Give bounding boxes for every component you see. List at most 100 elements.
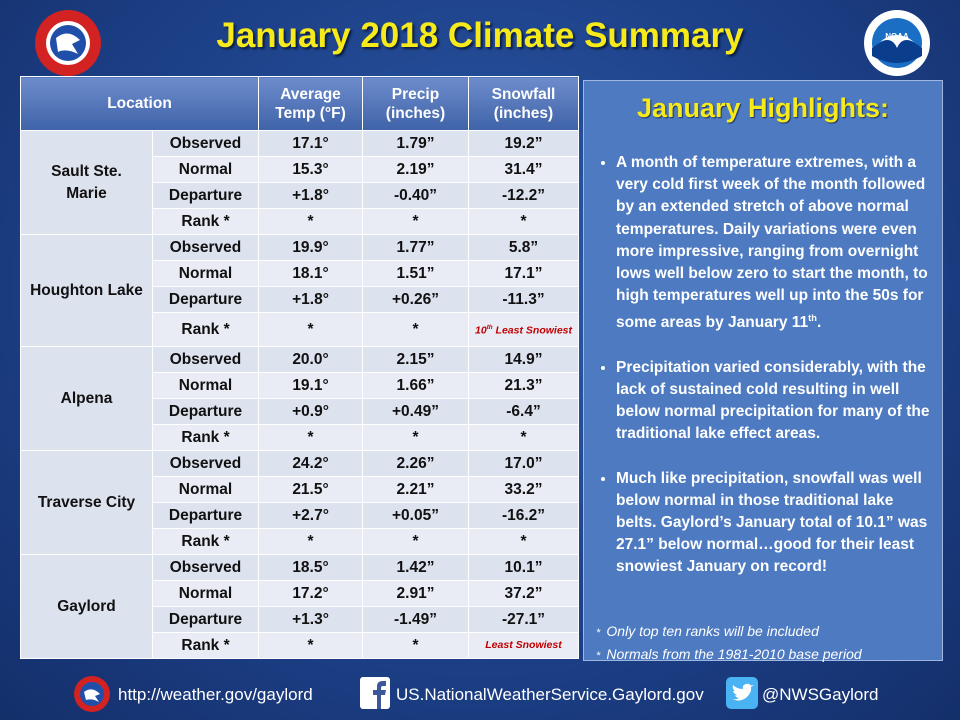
row-label: Rank * xyxy=(152,208,259,235)
footer: http://weather.gov/gaylord US.NationalWe… xyxy=(0,676,960,712)
cell: +1.3° xyxy=(258,606,363,633)
cell: 1.42” xyxy=(362,554,469,581)
cell: -1.49” xyxy=(362,606,469,633)
cell: 10.1” xyxy=(468,554,579,581)
cell: * xyxy=(362,528,469,555)
cell: 21.3” xyxy=(468,372,579,399)
row-label: Departure xyxy=(152,398,259,425)
bullet: A month of temperature extremes, with a … xyxy=(616,152,932,335)
cell: 14.9” xyxy=(468,346,579,373)
row: Normal 18.1° 1.51” 17.1” xyxy=(21,260,579,287)
cell: 17.1° xyxy=(258,130,363,157)
row: Departure +1.3° -1.49” -27.1” xyxy=(21,606,579,633)
note-text: Only top ten ranks will be included xyxy=(606,623,819,639)
row-label: Departure xyxy=(152,286,259,313)
cell: * xyxy=(468,528,579,555)
row: Normal 19.1° 1.66” 21.3” xyxy=(21,372,579,399)
row-label: Rank * xyxy=(152,424,259,451)
cell: * xyxy=(362,208,469,235)
cell: 1.77” xyxy=(362,234,469,261)
row-label: Normal xyxy=(152,372,259,399)
cell: * xyxy=(258,528,363,555)
cell: 1.66” xyxy=(362,372,469,399)
row-label: Departure xyxy=(152,182,259,209)
cell: 37.2” xyxy=(468,580,579,607)
row: Normal 15.3° 2.19” 31.4” xyxy=(21,156,579,183)
cell: -12.2” xyxy=(468,182,579,209)
row-label: Normal xyxy=(152,580,259,607)
bullet: Precipitation varied considerably, with … xyxy=(616,357,932,446)
cell: +0.26” xyxy=(362,286,469,313)
row-label: Observed xyxy=(152,234,259,261)
cell: * xyxy=(362,632,469,659)
row-label: Observed xyxy=(152,130,259,157)
superscript: th xyxy=(486,324,493,332)
cell: 20.0° xyxy=(258,346,363,373)
cell: 2.21” xyxy=(362,476,469,503)
cell: 15.3° xyxy=(258,156,363,183)
cell: -11.3” xyxy=(468,286,579,313)
twitter-link[interactable]: @NWSGaylord xyxy=(762,685,879,704)
cell: * xyxy=(258,424,363,451)
cell: 5.8” xyxy=(468,234,579,261)
text: Least Snowiest xyxy=(492,324,572,337)
cell: -6.4” xyxy=(468,398,579,425)
column-header: Average Temp (°F) xyxy=(258,76,363,131)
row-label: Observed xyxy=(152,346,259,373)
row: Rank * * * * xyxy=(21,208,579,235)
location: Alpena xyxy=(20,346,153,451)
note-text: Normals from the 1981-2010 base period xyxy=(606,646,862,662)
column-header: Snowfall (inches) xyxy=(468,76,579,131)
cell: -0.40” xyxy=(362,182,469,209)
cell: +1.8° xyxy=(258,182,363,209)
cell: * xyxy=(468,424,579,451)
cell: 17.2° xyxy=(258,580,363,607)
location: Traverse City xyxy=(20,450,153,555)
cell: 21.5° xyxy=(258,476,363,503)
row: Traverse City Observed 24.2° 2.26” 17.0” xyxy=(20,450,579,555)
cell: 31.4” xyxy=(468,156,579,183)
row-label: Rank * xyxy=(152,528,259,555)
column-header: Location xyxy=(20,76,259,131)
row-label: Rank * xyxy=(152,632,259,659)
row-label: Observed xyxy=(152,554,259,581)
cell: 18.5° xyxy=(258,554,363,581)
cell: * xyxy=(258,208,363,235)
text: A month of temperature extremes, with a … xyxy=(616,154,928,332)
row: Rank * * * Least Snowiest xyxy=(21,632,579,659)
cell: 33.2” xyxy=(468,476,579,503)
note: * Normals from the 1981-2010 base period xyxy=(596,646,862,662)
superscript: th xyxy=(808,313,817,324)
noaa-text: NOAA xyxy=(885,32,909,41)
cell: 18.1° xyxy=(258,260,363,287)
note: * Only top ten ranks will be included xyxy=(596,623,819,639)
highlights-panel: January Highlights: A month of temperatu… xyxy=(583,80,943,662)
cell: Least Snowiest xyxy=(468,632,579,659)
cell: +2.7° xyxy=(258,502,363,529)
row: Departure +1.8° +0.26” -11.3” xyxy=(21,286,579,313)
row: Normal 21.5° 2.21” 33.2” xyxy=(21,476,579,503)
row: Rank * * * * xyxy=(21,528,579,555)
bullet: Much like precipitation, snowfall was we… xyxy=(616,468,932,579)
text: 10 xyxy=(475,324,487,337)
row: Departure +0.9° +0.49” -6.4” xyxy=(21,398,579,425)
facebook-icon xyxy=(360,677,390,709)
row: Houghton Lake Observed 19.9° 1.77” 5.8” xyxy=(20,234,579,347)
cell: -16.2” xyxy=(468,502,579,529)
website-link[interactable]: http://weather.gov/gaylord xyxy=(118,685,313,704)
cell: 19.9° xyxy=(258,234,363,261)
cell: 19.2” xyxy=(468,130,579,157)
title: January 2018 Climate Summary xyxy=(216,16,744,55)
facebook-link[interactable]: US.NationalWeatherService.Gaylord.gov xyxy=(396,685,704,704)
cell: * xyxy=(258,312,363,347)
cell: 1.79” xyxy=(362,130,469,157)
cell: * xyxy=(362,312,469,347)
location: Houghton Lake xyxy=(20,234,153,347)
row-label: Normal xyxy=(152,476,259,503)
noaa-logo: NOAA xyxy=(864,10,930,76)
cell: 2.91” xyxy=(362,580,469,607)
row-label: Normal xyxy=(152,156,259,183)
row: Departure +1.8° -0.40” -12.2” xyxy=(21,182,579,209)
nws-icon xyxy=(74,676,110,712)
